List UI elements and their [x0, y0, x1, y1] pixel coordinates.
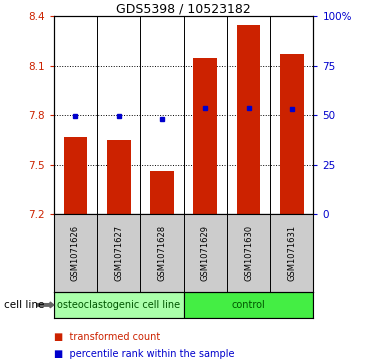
Bar	[150, 171, 174, 214]
Text: GSM1071631: GSM1071631	[288, 225, 296, 281]
Bar	[193, 58, 217, 214]
Text: control: control	[232, 300, 265, 310]
Text: GSM1071629: GSM1071629	[201, 225, 210, 281]
Bar	[184, 292, 313, 318]
Text: GSM1071630: GSM1071630	[244, 225, 253, 281]
Text: osteoclastogenic cell line: osteoclastogenic cell line	[57, 300, 180, 310]
Text: GSM1071627: GSM1071627	[114, 225, 123, 281]
Bar	[63, 137, 87, 214]
Text: ■  percentile rank within the sample: ■ percentile rank within the sample	[54, 349, 234, 359]
Text: cell line: cell line	[4, 300, 44, 310]
Text: GSM1071626: GSM1071626	[71, 225, 80, 281]
Bar	[54, 292, 184, 318]
Bar	[280, 54, 304, 214]
Text: ■  transformed count: ■ transformed count	[54, 331, 160, 342]
Bar	[107, 140, 131, 214]
Text: GSM1071628: GSM1071628	[158, 225, 167, 281]
Title: GDS5398 / 10523182: GDS5398 / 10523182	[116, 2, 251, 15]
Bar	[237, 25, 260, 214]
